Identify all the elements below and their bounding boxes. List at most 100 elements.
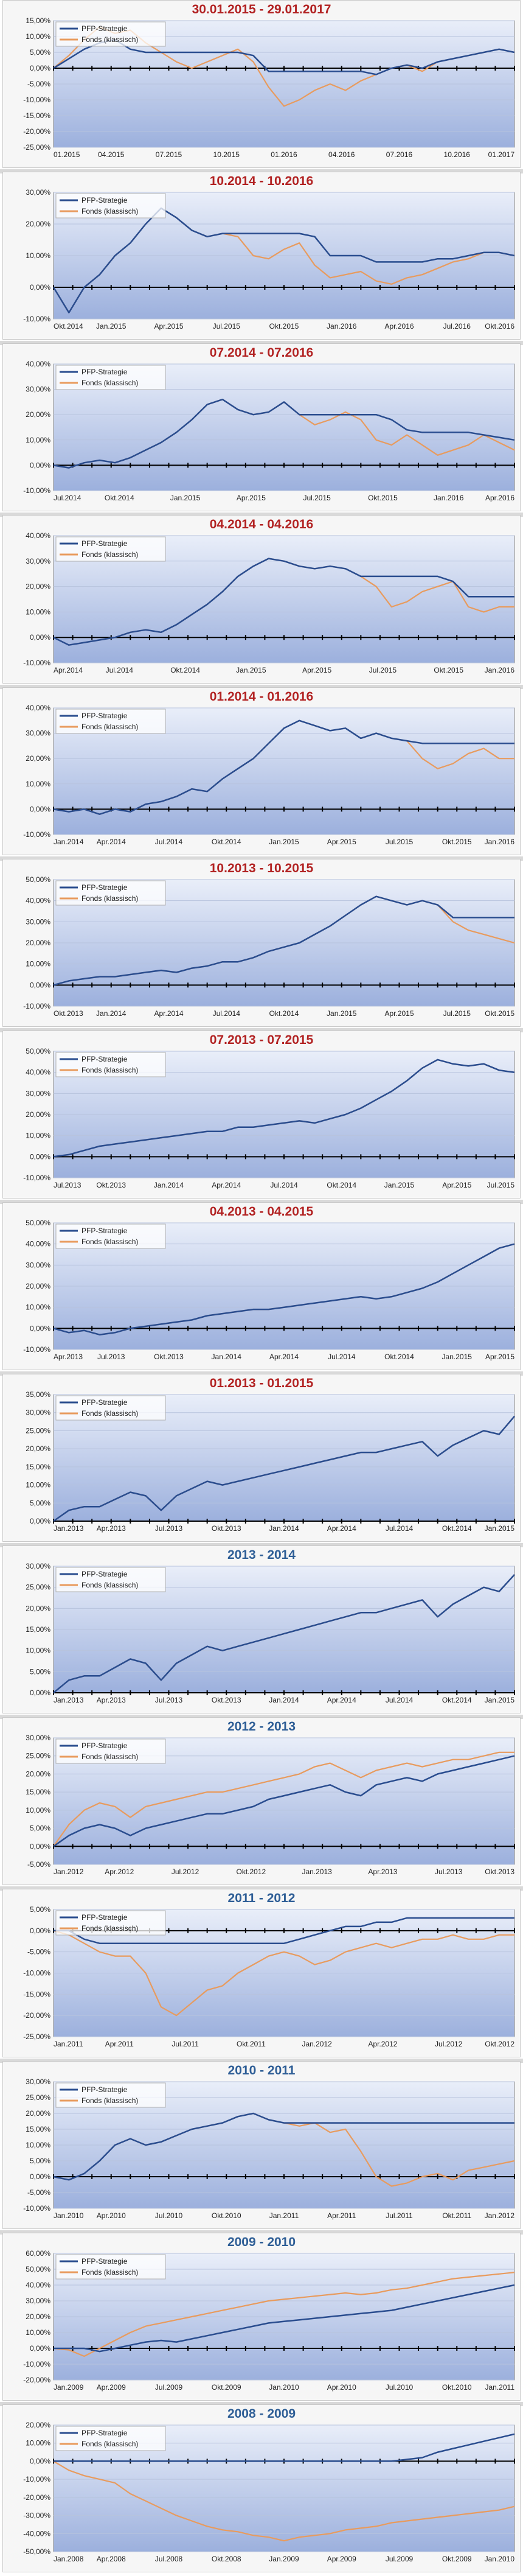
y-tick-label: 0,00%: [30, 461, 50, 469]
x-tick-label: Jan.2015: [327, 1009, 357, 1018]
y-tick-label: -20,00%: [23, 2376, 50, 2384]
legend-box: [55, 709, 166, 734]
legend-box: [55, 2426, 166, 2451]
x-tick-label: Apr.2016: [485, 494, 514, 502]
y-tick-label: 20,00%: [26, 1444, 50, 1453]
y-tick-label: -50,00%: [23, 2547, 50, 2556]
legend-label-strategy: PFP-Strategie: [81, 539, 128, 548]
legend-box: [55, 1223, 166, 1249]
x-tick-label: Okt.2014: [212, 838, 241, 846]
y-tick-label: -40,00%: [23, 2529, 50, 2538]
legend-label-strategy: PFP-Strategie: [81, 883, 128, 892]
y-tick-label: 50,00%: [26, 2265, 50, 2273]
series-line-fund: [53, 1751, 514, 1847]
x-tick-label: Jan.2013: [302, 1867, 332, 1876]
x-tick-label: Jul.2009: [386, 2555, 414, 2563]
y-tick-label: -20,00%: [23, 127, 50, 136]
y-tick-label: 50,00%: [26, 875, 50, 884]
line-chart: 30,00% 25,00% 20,00% 15,00% 10,00% 5,00% 0,00%…: [23, 2077, 515, 2220]
chart-title: 2013 - 2014: [227, 1548, 296, 1562]
series-line-strategy: [53, 398, 515, 469]
x-tick-label: Jul.2014: [213, 1009, 241, 1018]
y-tick-label: 20,00%: [26, 2109, 50, 2118]
x-tick-label: 01.2015: [54, 150, 80, 159]
y-tick-label: 0,00%: [30, 805, 50, 813]
legend-label-fund: Fonds (klassisch): [81, 35, 138, 44]
line-chart: 15,00% 10,00% 5,00% 0,00% -5,00% -10,00% -15,0…: [23, 16, 515, 159]
legend-label-fund: Fonds (klassisch): [81, 1409, 138, 1418]
x-tick-label: Okt.2010: [212, 2211, 241, 2220]
x-tick-label: Apr.2015: [442, 1181, 471, 1189]
x-tick-label: Jan.2015: [170, 494, 201, 502]
panel-separator: [0, 2059, 523, 2063]
x-tick-label: Apr.2014: [212, 1181, 241, 1189]
x-tick-label: Jul.2015: [303, 494, 331, 502]
x-tick-label: Jul.2014: [106, 666, 134, 674]
y-tick-label: -10,00%: [23, 659, 50, 667]
x-tick-label: Jul.2014: [328, 1353, 356, 1361]
legend: PFP-Strategie Fonds (klassisch): [55, 21, 166, 47]
x-tick-label: Jan.2009: [54, 2383, 84, 2392]
y-tick-label: 20,00%: [26, 1110, 50, 1119]
x-tick-label: Apr.2014: [327, 1696, 356, 1704]
x-tick-label: 10.2015: [213, 150, 240, 159]
x-tick-label: Jul.2010: [386, 2383, 414, 2392]
x-tick-label: Okt.2014: [327, 1181, 356, 1189]
legend-label-fund: Fonds (klassisch): [81, 379, 138, 387]
x-tick-label: Apr.2016: [384, 322, 414, 331]
legend-label-fund: Fonds (klassisch): [81, 1752, 138, 1761]
legend: PFP-Strategie Fonds (klassisch): [55, 1910, 166, 1936]
x-tick-label: Jul.2009: [155, 2383, 183, 2392]
line-chart: 40,00% 30,00% 20,00% 10,00% 0,00% -10,00% Apr.…: [23, 531, 515, 674]
series-line-strategy: [54, 2433, 515, 2462]
y-tick-label: 25,00%: [26, 1583, 50, 1592]
series-line-strategy: [53, 1243, 515, 1335]
y-tick-label: 25,00%: [26, 2093, 50, 2102]
x-tick-label: Jan.2010: [269, 2383, 299, 2392]
y-tick-label: -10,00%: [23, 315, 50, 323]
y-tick-label: -10,00%: [23, 2360, 50, 2368]
x-tick-label: Jul.2013: [97, 1353, 125, 1361]
x-tick-label: Okt.2013: [212, 1696, 241, 1704]
panel-separator: [0, 856, 523, 861]
x-tick-label: Jul.2015: [213, 322, 241, 331]
x-tick-label: 07.2016: [386, 150, 413, 159]
chart-panel: 01.2014 - 01.2016 40,00% 30,00% 20,00% 10,00…: [0, 687, 523, 859]
chart-title: 10.2014 - 10.2016: [209, 174, 314, 188]
legend: PFP-Strategie Fonds (klassisch): [55, 2426, 166, 2451]
x-tick-label: Jan.2016: [485, 838, 515, 846]
x-tick-label: Jul.2015: [487, 1181, 515, 1189]
chart-title: 04.2013 - 04.2015: [209, 1205, 314, 1219]
legend: PFP-Strategie Fonds (klassisch): [55, 2254, 166, 2280]
panel-separator: [0, 169, 523, 173]
series-line-strategy: [53, 1574, 515, 1693]
chart-title: 30.01.2015 - 29.01.2017: [192, 2, 331, 16]
y-tick-label: 5,00%: [30, 48, 50, 57]
legend-box: [55, 1910, 166, 1936]
legend-box: [55, 1395, 166, 1421]
line-chart: 50,00% 40,00% 30,00% 20,00% 10,00% 0,00% -10,0…: [23, 1047, 515, 1189]
x-tick-label: Okt.2014: [170, 666, 200, 674]
y-tick-label: 5,00%: [30, 1499, 50, 1507]
y-tick-label: 40,00%: [26, 1240, 50, 1248]
y-tick-label: 35,00%: [26, 1390, 50, 1399]
x-tick-label: Apr.2012: [105, 1867, 134, 1876]
x-tick-label: Jul.2014: [155, 838, 183, 846]
y-tick-label: -10,00%: [23, 1174, 50, 1182]
legend-label-fund: Fonds (klassisch): [81, 1924, 138, 1933]
series-line-strategy: [54, 2284, 515, 2353]
panel-separator: [0, 1371, 523, 1376]
legend-label-strategy: PFP-Strategie: [81, 1741, 128, 1750]
legend: PFP-Strategie Fonds (klassisch): [55, 365, 166, 390]
series-line-strategy: [53, 558, 514, 646]
chart-title: 01.2013 - 01.2015: [209, 1376, 314, 1390]
legend-label-strategy: PFP-Strategie: [81, 1913, 128, 1922]
line-chart: 30,00% 25,00% 20,00% 15,00% 10,00% 5,00% 0,00%…: [26, 1734, 515, 1876]
chart-title: 2008 - 2009: [227, 2407, 296, 2421]
y-tick-label: 0,00%: [30, 1689, 50, 1697]
x-tick-label: Apr.2013: [368, 1867, 397, 1876]
x-tick-label: Okt.2013: [154, 1353, 184, 1361]
y-tick-label: -15,00%: [23, 1990, 50, 1998]
x-tick-label: Apr.2013: [97, 1524, 126, 1533]
panel-separator: [0, 685, 523, 689]
